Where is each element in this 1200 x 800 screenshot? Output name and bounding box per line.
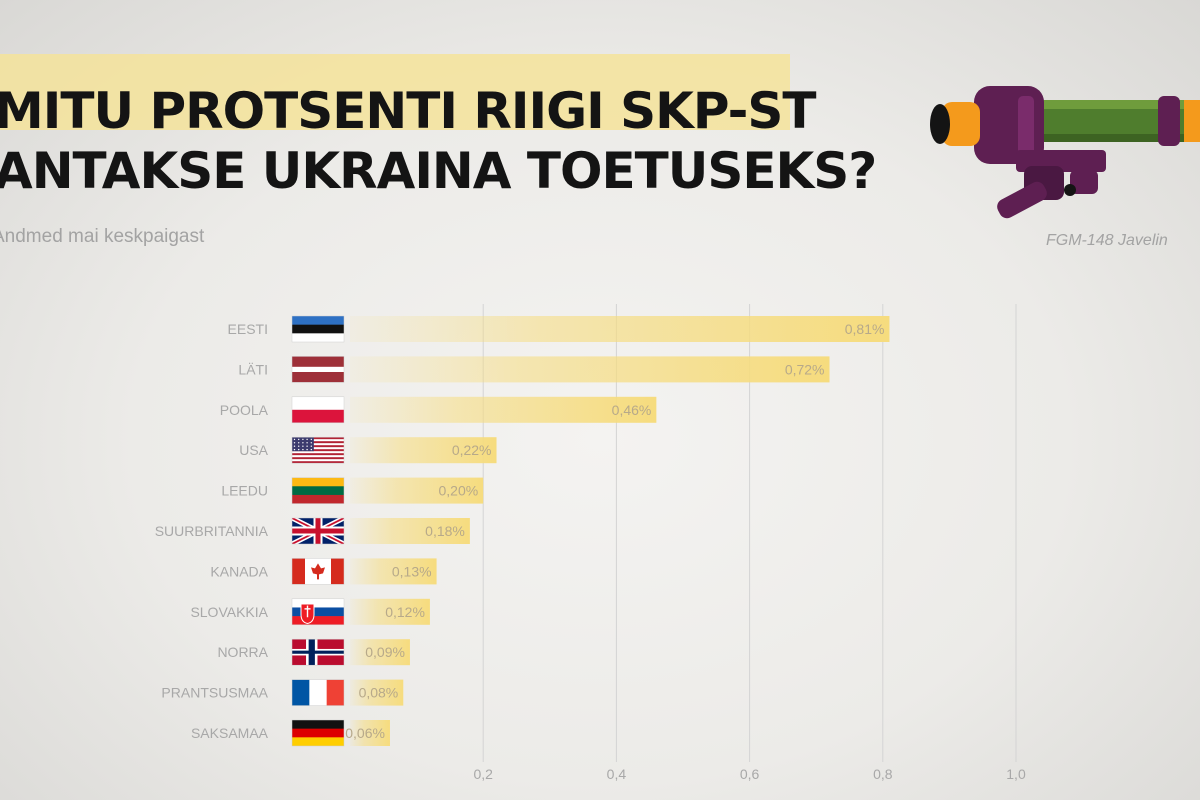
x-tick-label: 0,4 — [607, 766, 627, 782]
bar-slovakkia — [350, 598, 430, 625]
category-label: USA — [239, 442, 268, 458]
title-highlight — [0, 54, 790, 130]
canada-flag-icon — [291, 558, 345, 585]
illustration-caption: FGM-148 Javelin — [1046, 232, 1168, 249]
value-label: 0,09% — [365, 644, 405, 660]
latvia-flag-icon — [291, 356, 345, 383]
uk-flag-icon — [291, 517, 345, 545]
value-label: 0,06% — [345, 725, 385, 741]
launcher-nozzle — [942, 102, 980, 146]
category-label: NORRA — [217, 644, 268, 660]
norway-flag-icon — [291, 638, 345, 666]
bar-leedu — [350, 477, 484, 504]
x-tick-label: 1,0 — [1006, 766, 1026, 782]
category-label: KANADA — [210, 563, 268, 579]
value-label: 0,18% — [425, 523, 465, 539]
estonia-flag-icon — [291, 315, 345, 343]
value-label: 0,81% — [845, 321, 885, 337]
usa-flag-icon — [291, 436, 345, 464]
x-tick-label: 0,2 — [473, 766, 493, 782]
value-label: 0,22% — [452, 442, 492, 458]
bar-saksamaa — [350, 720, 390, 746]
germany-flag-icon — [291, 719, 345, 747]
category-label: LÄTI — [238, 361, 268, 377]
page-title: MITU PROTSENTI RIIGI SKP-ST — [0, 82, 817, 140]
value-label: 0,12% — [385, 604, 425, 620]
javelin-launcher-icon — [930, 86, 1200, 219]
launcher-band — [1158, 96, 1180, 146]
bar-usa — [350, 437, 497, 464]
bar-läti — [350, 356, 830, 383]
bar-norra — [350, 639, 410, 666]
poland-flag-icon — [291, 396, 345, 424]
category-label: EESTI — [228, 321, 268, 337]
category-label: SAKSAMAA — [191, 725, 269, 741]
bar-kanada — [350, 558, 437, 585]
bar-poola — [350, 396, 657, 423]
value-label: 0,20% — [438, 483, 478, 499]
x-tick-label: 0,8 — [873, 766, 893, 782]
page-title-line2: ANTAKSE UKRAINA TOETUSEKS? — [0, 142, 877, 200]
slovakia-flag-icon — [291, 598, 345, 626]
value-label: 0,46% — [612, 402, 652, 418]
chart-subtitle: Andmed mai keskpaigast — [0, 226, 205, 247]
value-label: 0,72% — [785, 361, 825, 377]
bar-eesti — [350, 316, 890, 342]
category-label: POOLA — [220, 402, 269, 418]
category-label: PRANTSUSMAA — [161, 685, 268, 701]
category-label: SUURBRITANNIA — [155, 523, 269, 539]
x-tick-label: 0,6 — [740, 766, 760, 782]
lithuania-flag-icon — [291, 477, 345, 504]
category-label: LEEDU — [221, 483, 268, 499]
bar-suurbritannia — [350, 518, 470, 544]
bar-prantsusmaa — [350, 679, 404, 706]
value-label: 0,08% — [359, 685, 399, 701]
france-flag-icon — [291, 679, 345, 706]
value-label: 0,13% — [392, 563, 432, 579]
category-label: SLOVAKKIA — [190, 604, 268, 620]
launcher-grip — [997, 181, 1047, 219]
